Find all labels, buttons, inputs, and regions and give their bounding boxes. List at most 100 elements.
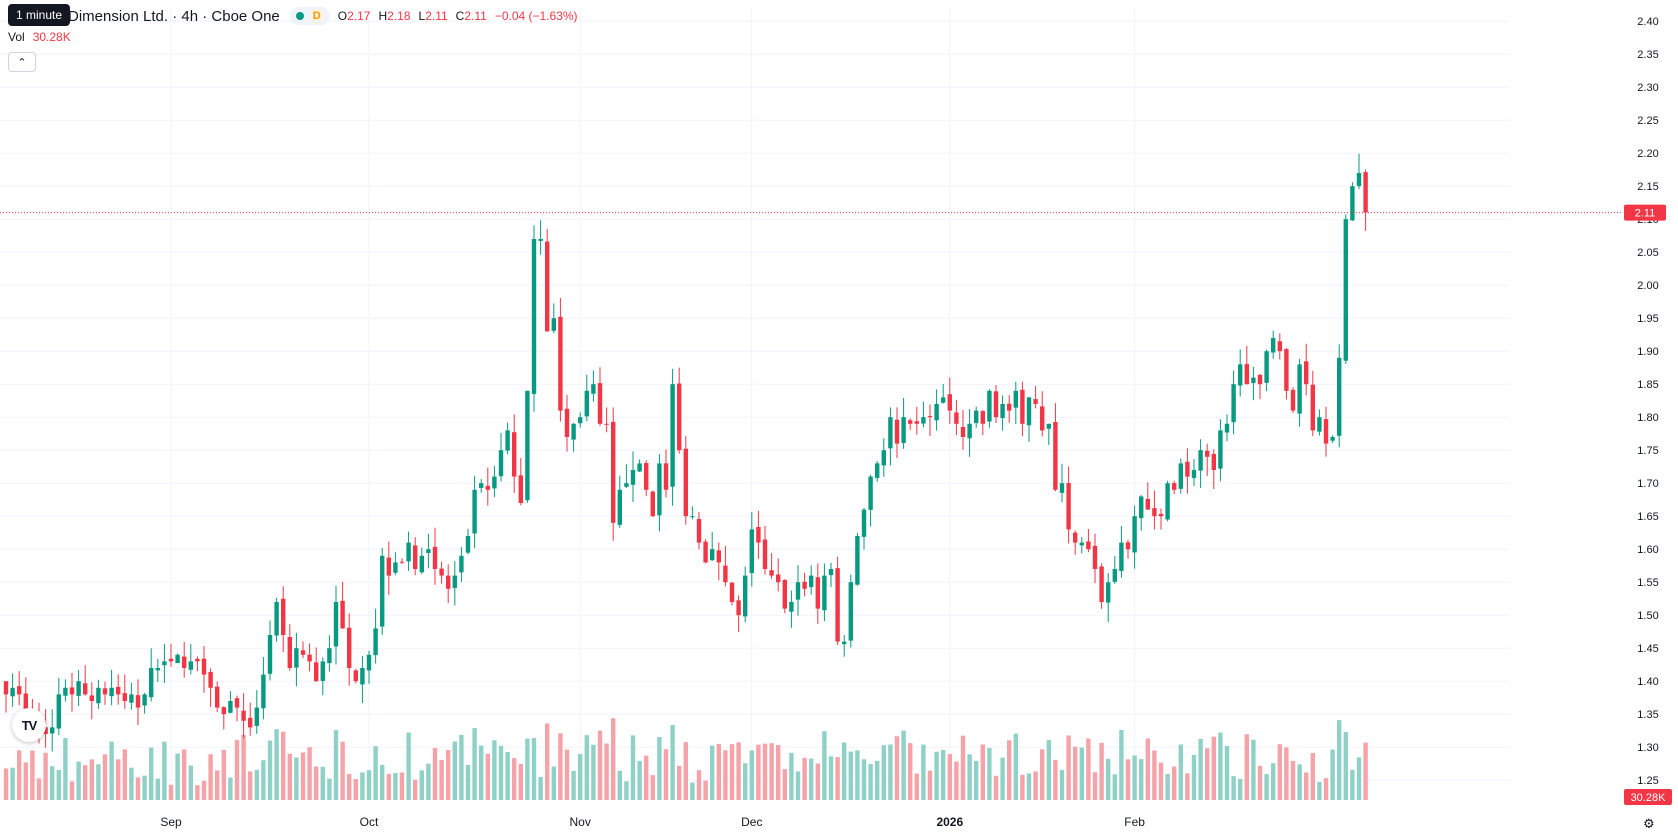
candle-body [531,239,537,394]
volume-bar [215,770,220,800]
volume-bar [703,780,708,800]
time-axis[interactable]: Sep Oct Nov Dec 2026 Feb [160,815,1145,829]
x-tick-label: Oct [360,815,379,829]
candle-body [432,546,438,569]
volume-bar [696,770,702,800]
candle-body [69,687,75,695]
volume-bar [50,766,55,800]
volume-bar [1310,752,1315,800]
candle-body [1040,406,1045,431]
volume-bar [1290,760,1296,800]
candle-body [894,419,900,444]
candle-body [578,417,583,424]
volume-legend: Vol 30.28K [8,30,71,44]
candle-body [591,384,596,394]
candle-body [1059,483,1065,493]
candle-body [1178,463,1183,489]
volume-bar [657,737,662,800]
volume-bar [927,770,933,800]
volume-bar [116,759,121,800]
candle-body [974,410,979,423]
volume-bar [993,775,999,800]
volume-bar [155,778,160,800]
volume-bar [274,729,279,800]
candle-body [1264,351,1269,383]
gear-icon[interactable]: ⚙ [1643,816,1655,831]
price-axis[interactable]: 2.402.352.302.252.202.152.102.052.001.95… [1637,16,1658,787]
volume-bar [109,741,114,800]
volume-bar [1053,759,1058,800]
candle-body [696,518,702,543]
volume-bar [1284,747,1289,800]
candle-body [1007,403,1012,411]
volume-bar [1086,738,1091,800]
candle-body [188,661,193,670]
volume-bar [1337,720,1342,800]
volume-bar [967,754,972,800]
candle-body [848,582,853,641]
y-tick-label: 1.90 [1637,346,1658,358]
tradingview-logo-icon[interactable]: TV [12,708,46,742]
candle-body [1323,419,1329,444]
candle-body [861,509,867,537]
volume-bar [168,784,174,800]
candle-body [597,383,603,424]
volume-bar [1112,774,1117,800]
collapse-legend-button[interactable]: ⌃ [8,52,36,72]
candle-body [267,635,273,674]
volume-bar [175,753,180,800]
candle-body [525,390,530,501]
market-status[interactable]: D [289,7,330,25]
candle-body [782,580,787,609]
volume-bar [525,738,530,800]
y-tick-label: 1.35 [1637,709,1658,721]
candle-body [1191,470,1197,479]
candle-body [1119,542,1124,572]
candle-body [1271,338,1276,353]
volume-bar [353,779,358,800]
candle-body [96,687,101,704]
candle-body [314,662,319,682]
volume-bar [347,773,352,800]
volume-bar [1185,773,1190,800]
candle-body [1205,450,1210,457]
volume-bar [419,770,424,800]
volume-bar [195,785,200,800]
candle-body [795,582,801,600]
x-tick-label: Dec [741,815,762,829]
y-tick-label: 1.40 [1637,676,1658,688]
candle-body [564,408,570,437]
volume-bar [650,775,655,800]
candle-body [116,686,121,695]
candle-body [1218,430,1223,469]
candle-body [901,417,906,444]
volume-bar [63,738,68,800]
volume-bar [663,749,669,800]
candle-body [802,581,807,589]
symbol-title[interactable]: Dimension Ltd. · 4h · Cboe One [68,7,280,25]
candle-body [168,658,174,662]
candle-body [195,658,200,662]
volume-bar [1244,734,1249,800]
volume-bar [149,747,154,800]
volume-bar [1317,781,1322,800]
volume-bar [83,765,88,800]
candle-body [347,627,352,668]
volume-bar [1277,744,1282,800]
volume-bar [1172,766,1177,800]
candle-body [485,485,490,490]
candle-body [1304,361,1309,385]
volume-bar [1224,746,1230,800]
y-tick-label: 1.25 [1637,775,1658,787]
candle-body [987,390,992,422]
last-price-value: 2.11 [1635,208,1656,220]
candle-body [479,483,484,488]
volume-bar [828,756,834,800]
volume-bar [472,728,477,800]
candle-body [1073,532,1078,543]
candle-body [1033,399,1038,404]
candle-body [1020,389,1025,424]
y-tick-label: 1.55 [1637,577,1658,589]
candle-body [142,694,147,706]
